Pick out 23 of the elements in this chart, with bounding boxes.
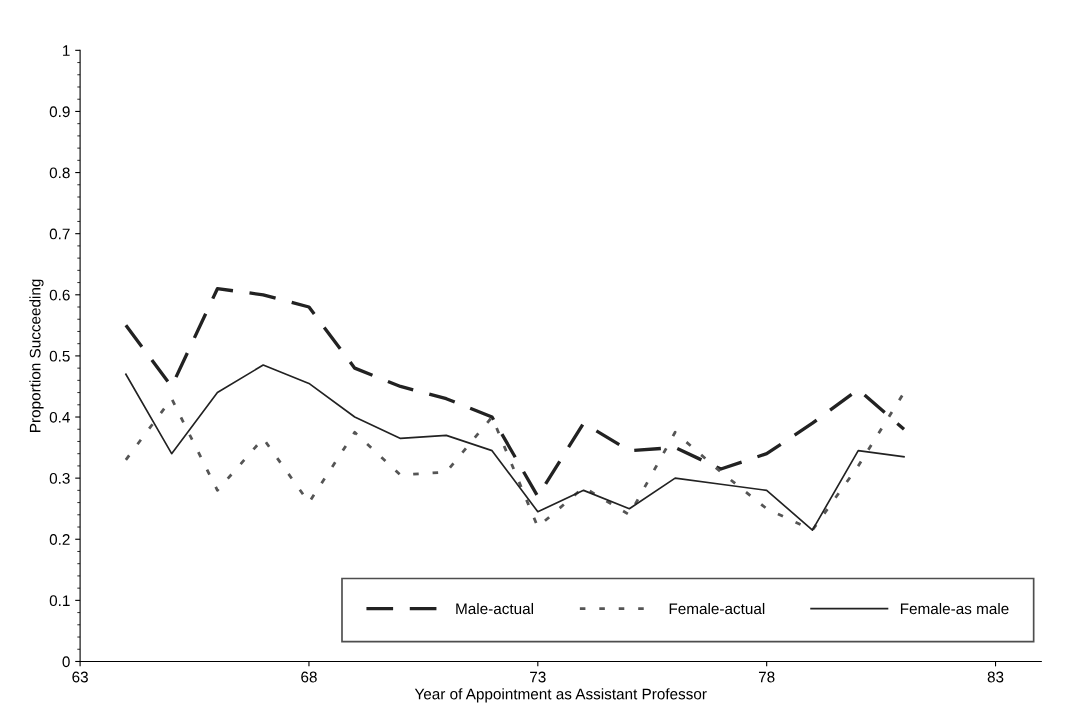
legend-label: Male-actual — [456, 602, 533, 615]
x-tick-label: 68 — [301, 671, 317, 683]
line-series — [125, 364, 905, 531]
y-tick-label: 0.7 — [49, 228, 70, 240]
y-tick-label: 0.5 — [49, 350, 70, 362]
y-tick-label: 0.2 — [49, 534, 70, 545]
x-tick-label: 83 — [987, 671, 1004, 683]
y-tick-label: 0.8 — [49, 167, 70, 179]
legend-label: Female-as male — [900, 602, 1009, 615]
y-tick-label: 0.4 — [49, 411, 70, 423]
y-tick-label: 0.1 — [49, 595, 70, 607]
y-tick-label: 0 — [62, 656, 70, 668]
y-tick-label: 0.6 — [49, 289, 70, 301]
x-tick-label: 73 — [530, 671, 546, 683]
line-series — [124, 287, 906, 499]
legend-label: Female-actual — [669, 602, 765, 615]
y-tick-label: 1 — [63, 45, 70, 56]
y-axis-title: Proportion Succeeding — [29, 279, 44, 432]
x-axis-title: Year of Appointment as Assistant Professor — [414, 688, 707, 703]
y-tick-label: 0.3 — [49, 473, 70, 484]
x-tick-label: 63 — [72, 671, 88, 683]
x-tick-label: 78 — [758, 671, 775, 683]
y-tick-label: 0.9 — [49, 106, 70, 118]
